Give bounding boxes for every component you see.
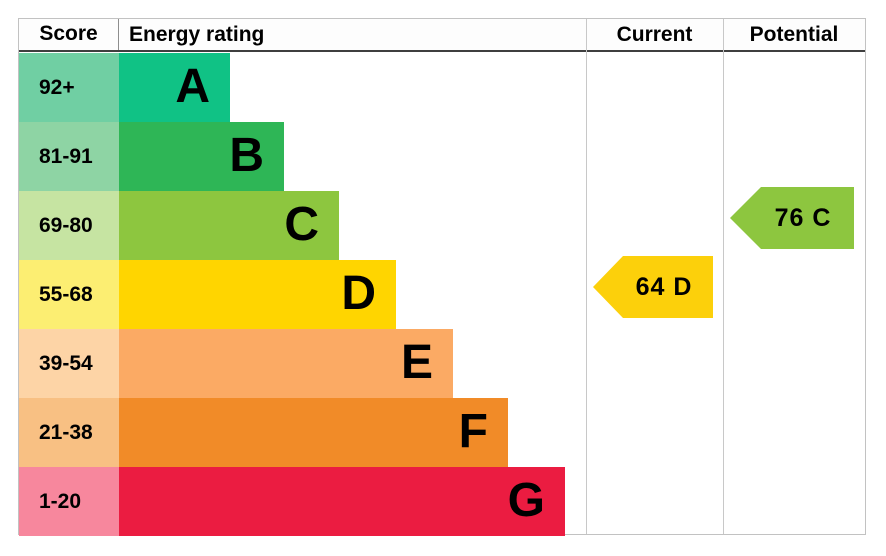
band-bar: F: [119, 398, 508, 467]
band-score: 92+: [19, 53, 119, 122]
band-score: 81-91: [19, 122, 119, 191]
score-column-header: Score: [19, 19, 119, 50]
band-score: 39-54: [19, 329, 119, 398]
band-bar: A: [119, 53, 230, 122]
band-row: 1-20 G: [19, 467, 865, 536]
current-column-header: Current: [616, 22, 693, 46]
band-bar: G: [119, 467, 565, 536]
band-row: 92+ A: [19, 53, 865, 122]
band-bar: C: [119, 191, 339, 260]
band-rows: 92+ A 81-91 B 69-80 C 55-68 D 39-54 E 21…: [19, 53, 865, 536]
potential-rating-arrow: 76 C: [730, 187, 854, 249]
potential-rating-label: 76 C: [774, 203, 832, 232]
band-score: 1-20: [19, 467, 119, 536]
band-score: 69-80: [19, 191, 119, 260]
band-score: 55-68: [19, 260, 119, 329]
header-row: Score Energy rating Current Potential: [19, 19, 865, 52]
potential-column-divider: [723, 19, 724, 534]
band-row: 39-54 E: [19, 329, 865, 398]
band-bar: D: [119, 260, 396, 329]
current-rating-arrow: 64 D: [593, 256, 713, 318]
band-bar: E: [119, 329, 453, 398]
band-row: 69-80 C: [19, 191, 865, 260]
energy-rating-column-header: Energy rating: [129, 22, 265, 46]
band-row: 55-68 D: [19, 260, 865, 329]
epc-rating-chart: Score Energy rating Current Potential 92…: [18, 18, 866, 536]
current-rating-label: 64 D: [635, 272, 693, 301]
band-row: 21-38 F: [19, 398, 865, 467]
band-row: 81-91 B: [19, 122, 865, 191]
current-column-divider: [586, 19, 587, 534]
band-score: 21-38: [19, 398, 119, 467]
potential-column-header: Potential: [749, 22, 839, 46]
band-bar: B: [119, 122, 284, 191]
